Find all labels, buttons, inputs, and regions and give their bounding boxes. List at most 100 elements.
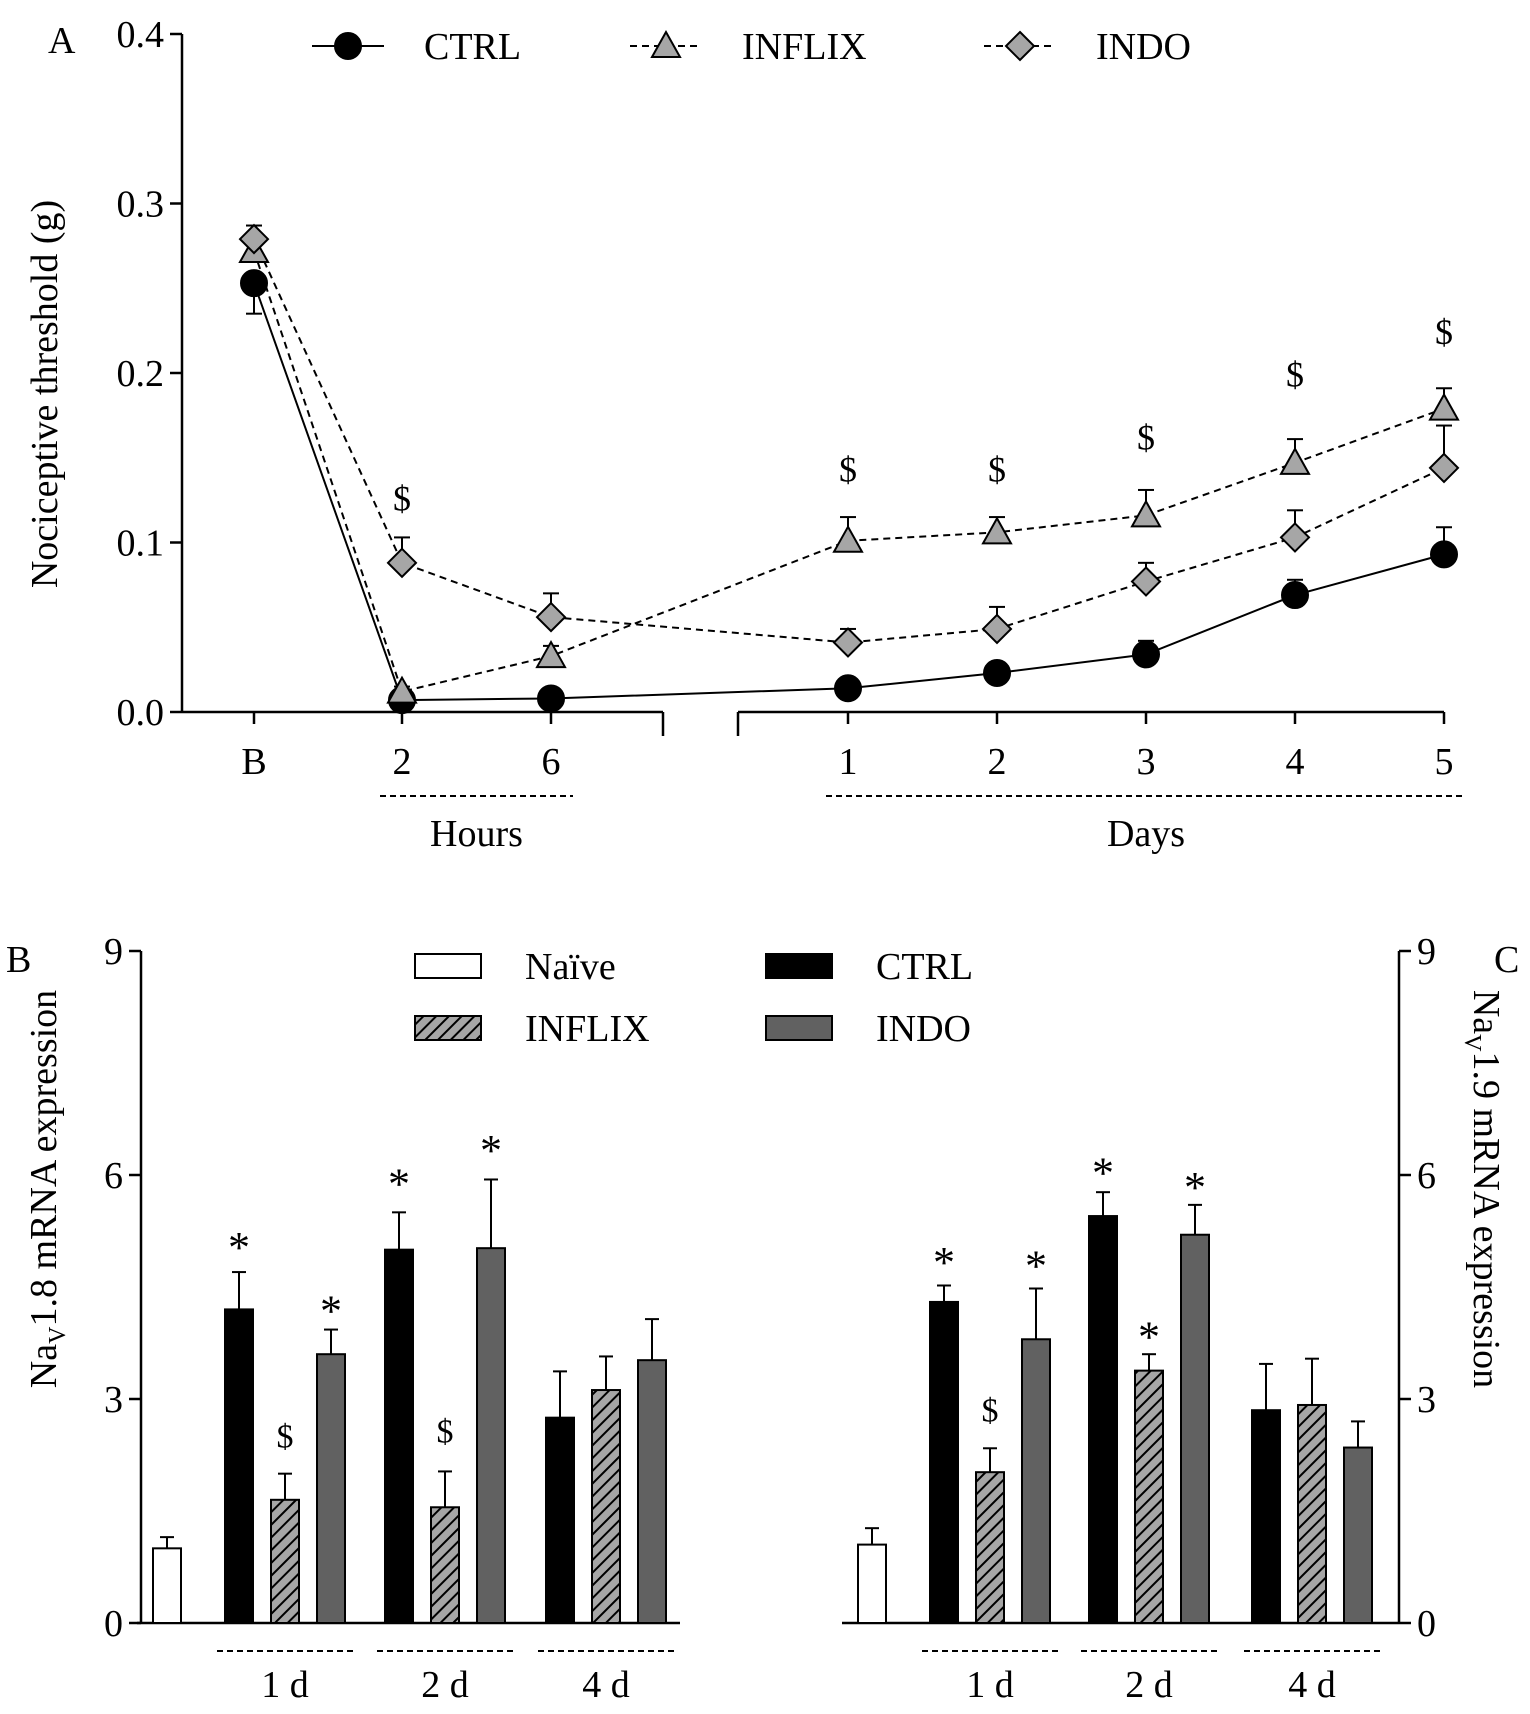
panel-a-x-tick-label: 1	[839, 741, 858, 783]
panel-b-significance-star: *	[320, 1286, 342, 1335]
panel-b-y-tick-label: 0	[104, 1603, 123, 1645]
panel-a-x-tick-label: 4	[1286, 741, 1305, 783]
data-point-inflix	[981, 516, 1013, 545]
data-point-ctrl	[834, 674, 862, 703]
panel-c-bar-indo	[1180, 1233, 1210, 1624]
panel-b-group-label: 1 d	[261, 1664, 309, 1706]
panel-c-y-tick-label: 6	[1417, 1155, 1436, 1197]
panel-c-bar-inflix	[1134, 1369, 1164, 1625]
panel-a-group-label: Days	[1107, 813, 1185, 855]
legend-label-inflix: INFLIX	[742, 26, 867, 68]
panel-bc-legend: Naïve CTRL INFLIX INDO	[414, 946, 973, 1050]
data-point-ctrl	[240, 269, 268, 298]
data-point-indo	[386, 547, 418, 579]
panel-b-y-tick-label: 3	[104, 1379, 123, 1421]
panel-b-bar-indo	[316, 1353, 346, 1624]
series-line-indo	[253, 238, 1445, 644]
panel-c-significance-dollar: $	[982, 1392, 999, 1429]
panel-b-bar-ctrl	[224, 1308, 254, 1625]
panel-label-b: B	[6, 939, 31, 981]
panel-b-group-label: 2 d	[421, 1664, 469, 1706]
legend-marker-ctrl	[334, 32, 362, 60]
legend-swatch-inflix	[414, 1015, 482, 1041]
data-point-indo	[1428, 452, 1460, 484]
panel-a-series: $ $ $ $ $ $	[238, 223, 1460, 715]
legend-label-nave: Naïve	[525, 946, 616, 988]
data-point-indo	[981, 613, 1013, 645]
data-point-ctrl	[983, 659, 1011, 688]
data-point-inflix	[1130, 499, 1162, 528]
panel-b-significance-star: *	[480, 1126, 502, 1175]
panel-label-a: A	[48, 20, 76, 62]
panel-b-bar-chart: 0 3 6 9 1 d 2 d 4 d * $ * * $ * NaV1.8 mRNA express…	[23, 931, 680, 1706]
panel-b-bar-inflix	[270, 1498, 300, 1625]
significance-mark-dollar: $	[839, 449, 857, 489]
significance-mark-dollar: $	[1137, 417, 1155, 457]
data-point-indo	[1279, 522, 1311, 553]
data-point-ctrl	[1132, 640, 1160, 669]
data-point-inflix	[386, 675, 418, 704]
panel-c-significance-star: *	[933, 1238, 955, 1287]
data-point-indo	[535, 601, 567, 633]
panel-c-bar-inflix	[1297, 1403, 1327, 1625]
data-point-ctrl	[537, 684, 565, 713]
data-point-indo	[832, 627, 864, 658]
data-point-ctrl	[1430, 540, 1458, 569]
panel-c-y-tick-label: 3	[1417, 1379, 1436, 1421]
panel-c-y-label-na: Na	[1465, 990, 1507, 1034]
panel-a-x-tick-label: 6	[542, 741, 561, 783]
legend-label-indo: INDO	[1096, 26, 1191, 68]
data-point-indo	[1130, 566, 1162, 597]
panel-a-legend: CTRL INFLIX INDO	[312, 26, 1191, 68]
panel-b-y-tick-label: 6	[104, 1155, 123, 1197]
legend-label-ctrl: CTRL	[876, 946, 973, 988]
panel-a-group-label: Hours	[430, 813, 523, 855]
panel-label-c: C	[1494, 939, 1519, 981]
panel-c-group-label: 1 d	[966, 1664, 1014, 1706]
legend-swatch-indo	[765, 1015, 833, 1041]
panel-b-group-label: 4 d	[582, 1664, 630, 1706]
legend-marker-indo	[1004, 30, 1036, 62]
significance-mark-dollar: $	[1435, 312, 1453, 352]
panel-b-bar-indo	[637, 1359, 667, 1624]
panel-b-significance-star: *	[388, 1159, 410, 1208]
panel-c-bar-ctrl	[929, 1300, 959, 1625]
panel-a-x-tick-label: B	[241, 741, 266, 783]
panel-c-y-tick-label: 9	[1417, 931, 1436, 973]
panel-b-y-label-na: Na	[23, 1344, 65, 1388]
panel-c-y-label-rest: 1.9 mRNA expression	[1465, 1051, 1507, 1388]
panel-c-significance-star: *	[1025, 1242, 1047, 1291]
significance-mark-dollar: $	[988, 449, 1006, 489]
panel-a-line-chart: CTRL INFLIX INDO 0.0 0.1 0.2 0.3 0.4 B 2 6 1 2 3 4 5 Ho…	[24, 14, 1466, 855]
data-point-ctrl	[1281, 581, 1309, 610]
series-line-ctrl	[253, 282, 1445, 702]
panel-c-y-label-sub: V	[1459, 1034, 1485, 1052]
data-point-inflix	[1279, 446, 1311, 475]
panel-a-axes: 0.0 0.1 0.2 0.3 0.4 B 2 6 1 2 3 4 5 Hours Days	[117, 14, 1466, 855]
legend-marker-inflix	[650, 29, 682, 58]
panel-a-x-tick-label: 3	[1137, 741, 1156, 783]
panel-c-bar-inflix	[975, 1471, 1005, 1624]
panel-a-y-tick-label: 0.2	[117, 353, 165, 395]
panel-a-x-tick-label: 2	[393, 741, 412, 783]
panel-c-group-label: 2 d	[1125, 1664, 1173, 1706]
legend-label-inflix: INFLIX	[525, 1008, 650, 1050]
panel-c-significance-star: *	[1092, 1148, 1114, 1197]
panel-c-bars: 1 d 2 d 4 d * $ * * * *	[857, 1148, 1380, 1706]
panel-b-y-label-rest: 1.8 mRNA expression	[23, 990, 65, 1327]
legend-swatch-nave	[414, 953, 482, 979]
panel-b-significance-star: *	[228, 1223, 250, 1272]
legend-label-indo: INDO	[876, 1008, 971, 1050]
panel-a-y-axis-label: Nociceptive threshold (g)	[24, 200, 66, 588]
panel-c-significance-star: *	[1138, 1313, 1160, 1362]
panel-b-y-label-sub: V	[45, 1326, 71, 1344]
panel-b-bar-indo	[476, 1247, 506, 1624]
data-point-inflix	[832, 524, 864, 553]
panel-c-y-axis-label: NaV1.9 mRNA expression	[1459, 990, 1507, 1388]
series-line-inflix	[253, 250, 1445, 693]
panel-b-y-axis-label: NaV1.8 mRNA expression	[23, 990, 71, 1388]
panel-a-x-tick-label: 5	[1435, 741, 1454, 783]
panel-b-bar-ctrl	[545, 1416, 575, 1624]
panel-b-bar-inflix	[591, 1389, 621, 1625]
legend-swatch-ctrl	[765, 953, 833, 979]
